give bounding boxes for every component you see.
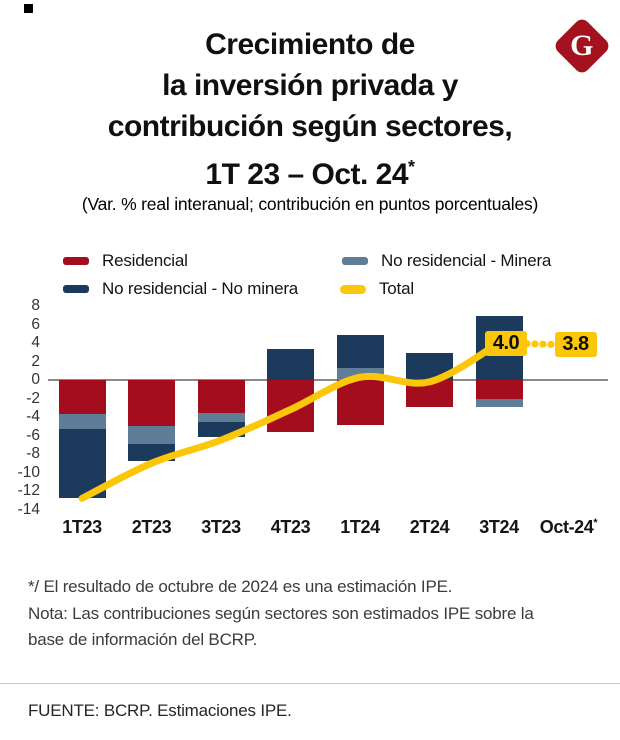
title-line: contribución según sectores, xyxy=(107,110,513,143)
y-axis-tick: 2 xyxy=(31,352,40,370)
chart-title: Crecimiento de la inversión privada y co… xyxy=(0,24,620,195)
title-line: la inversión privada y xyxy=(162,69,458,102)
title-line: Crecimiento de xyxy=(205,28,415,61)
source-text: FUENTE: BCRP. Estimaciones IPE. xyxy=(28,701,292,720)
bar-segment xyxy=(58,414,106,430)
x-axis-label: 3T24 xyxy=(479,517,519,537)
corner-mark xyxy=(24,4,33,13)
x-axis-label: 2T23 xyxy=(131,517,172,537)
legend-item-total: Total xyxy=(340,279,414,299)
x-axis-label: Oct-24* xyxy=(539,517,598,537)
total-line-dot xyxy=(539,340,547,348)
y-axis-tick: 4 xyxy=(31,334,40,351)
footnote-line: */ El resultado de octubre de 2024 es un… xyxy=(28,577,453,596)
bar-segment xyxy=(336,380,384,426)
footnotes: */ El resultado de octubre de 2024 es un… xyxy=(28,574,534,654)
footnote-line: base de información del BCRP. xyxy=(28,630,258,649)
legend-item-no-residencial-minera: No residencial - Minera xyxy=(342,251,551,271)
y-axis-tick: 6 xyxy=(31,315,40,333)
x-axis-label: 2T24 xyxy=(409,517,450,537)
legend-label: Residencial xyxy=(102,251,188,270)
total-line-dot xyxy=(547,340,555,348)
legend-label: Total xyxy=(379,279,414,298)
legend-swatch-minera xyxy=(342,257,368,265)
footnote-line: Nota: Las contribuciones según sectores … xyxy=(28,603,534,623)
bar-segment xyxy=(475,398,523,407)
x-axis-label: 1T23 xyxy=(62,517,102,537)
x-axis-label: 3T23 xyxy=(201,517,241,537)
zero-axis-line xyxy=(48,379,608,381)
y-axis-tick: -2 xyxy=(26,389,40,407)
x-axis-label: 4T23 xyxy=(270,517,311,537)
title-line-text: 1T 23 – Oct. 24 xyxy=(205,158,409,191)
y-axis-tick: -8 xyxy=(26,445,40,462)
y-axis-tick: -4 xyxy=(26,408,40,425)
y-axis-tick: 0 xyxy=(31,371,40,388)
title-asterisk: * xyxy=(408,157,415,177)
bar-segment xyxy=(336,334,384,368)
bar-segment xyxy=(267,349,314,380)
total-line-dot xyxy=(531,340,539,348)
bar-segment xyxy=(475,380,523,399)
total-value-label-3t24: 4.0 xyxy=(485,330,527,356)
x-axis-label: 1T24 xyxy=(340,517,380,537)
legend-swatch-total xyxy=(340,284,366,294)
y-axis-tick: -14 xyxy=(17,500,40,518)
x-label-asterisk: * xyxy=(593,517,598,529)
bar-segment xyxy=(128,380,175,427)
legend-label: No residencial - No minera xyxy=(102,279,299,298)
bar-segment xyxy=(128,426,175,444)
legend-swatch-residencial xyxy=(63,257,89,265)
y-axis-tick: 8 xyxy=(31,297,40,314)
bar-segment xyxy=(197,413,245,422)
legend-label: No residencial - Minera xyxy=(381,251,552,270)
y-axis-tick: -10 xyxy=(17,463,40,481)
legend-item-no-residencial-no-minera: No residencial - No minera xyxy=(63,279,298,299)
chart-subtitle: (Var. % real interanual; contribución en… xyxy=(81,194,539,214)
bar-segment xyxy=(197,380,245,414)
legend-swatch-no-minera xyxy=(63,285,89,293)
bar-segment xyxy=(58,380,106,415)
y-axis-tick: -6 xyxy=(26,426,40,444)
footer-divider xyxy=(0,683,620,684)
title-line: 1T 23 – Oct. 24* xyxy=(0,147,620,195)
y-axis-tick: -12 xyxy=(17,482,40,499)
legend-item-residencial: Residencial xyxy=(63,251,188,271)
total-value-label-oct-24-: 3.8 xyxy=(554,332,597,358)
